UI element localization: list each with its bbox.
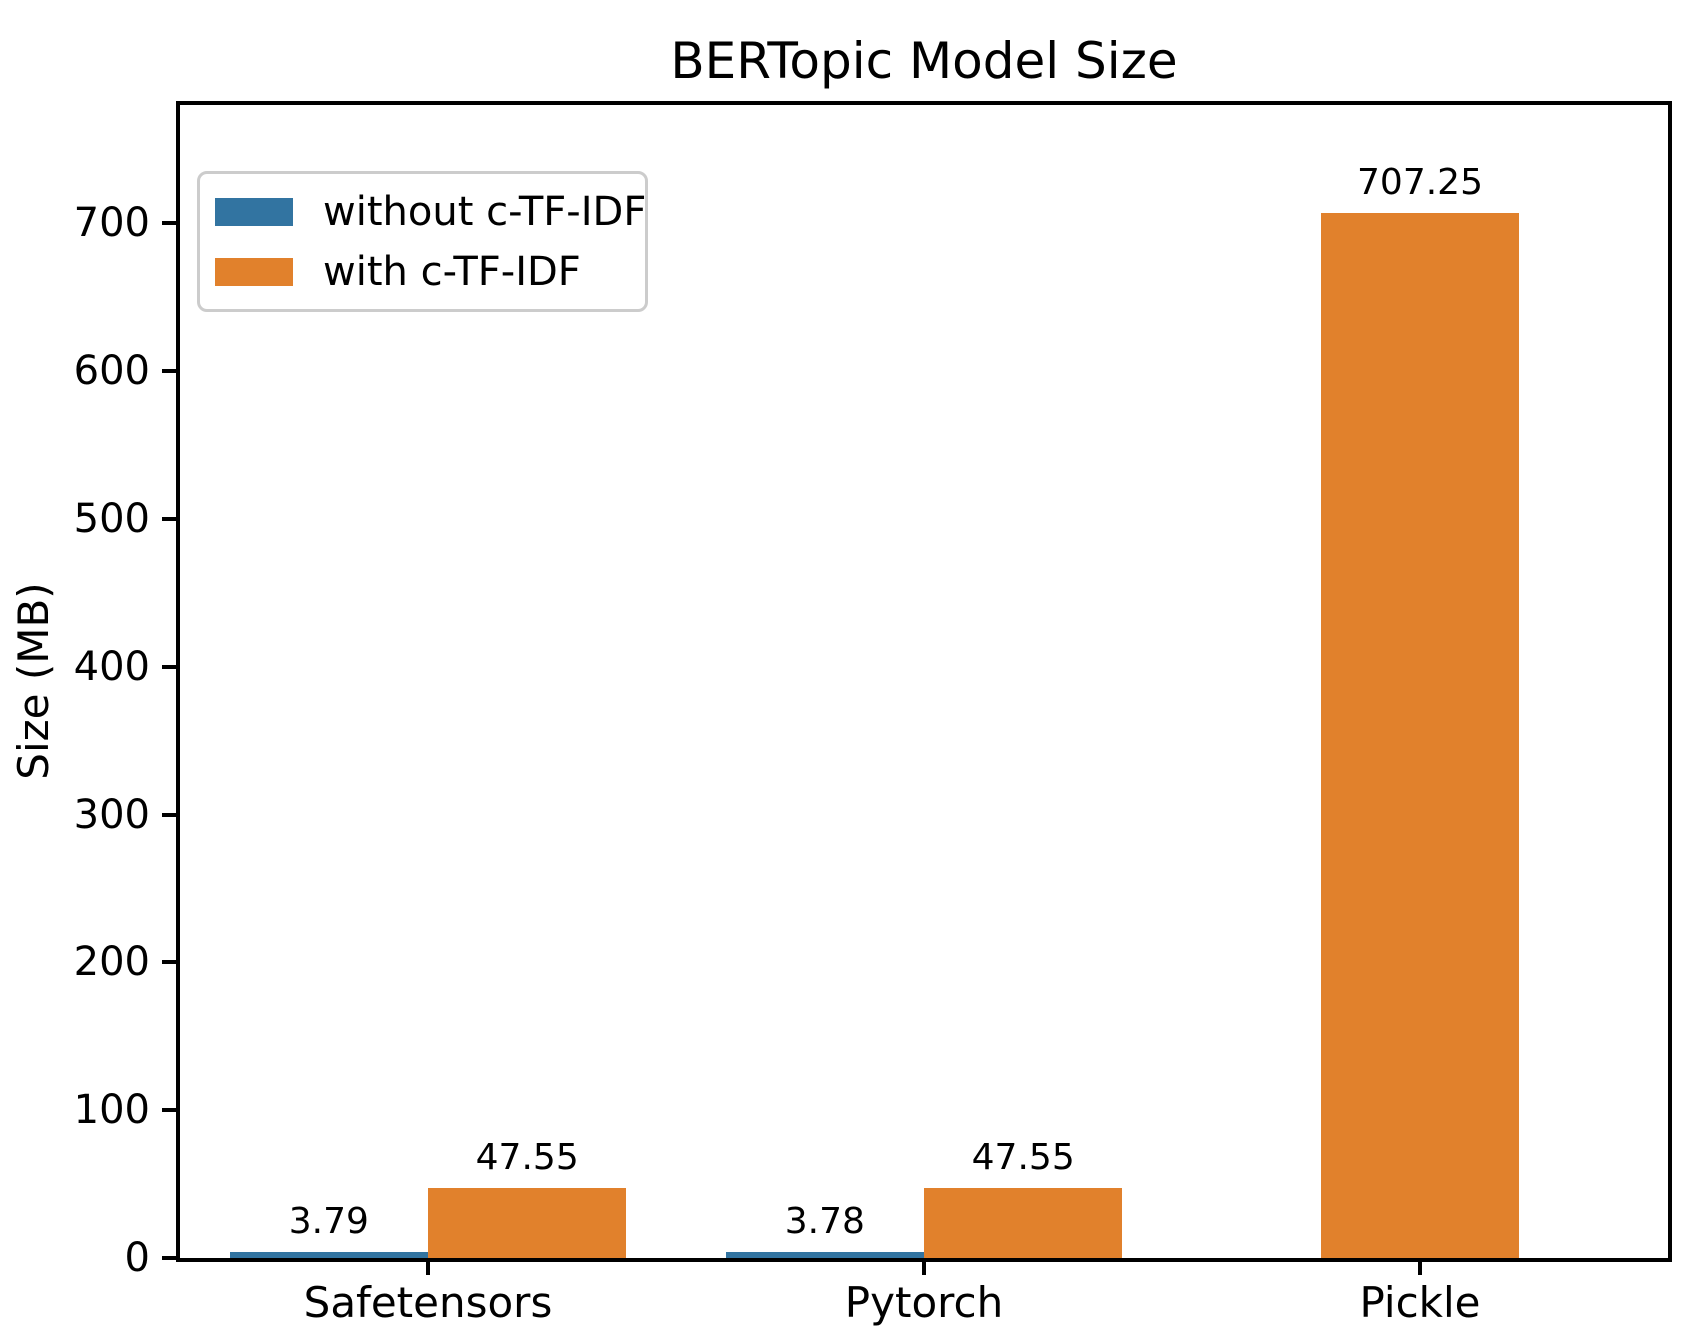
legend-item-with-ctfidf: with c-TF-IDF xyxy=(215,247,645,297)
y-tick-mark xyxy=(162,664,176,669)
y-tick-label: 200 xyxy=(73,939,150,986)
bar-value-label: 47.55 xyxy=(971,1136,1075,1178)
bar-value-label: 3.78 xyxy=(784,1201,865,1243)
bar-safetensors-without-ctfidf xyxy=(229,1252,428,1258)
bar-pickle-with-ctfidf xyxy=(1320,212,1520,1258)
x-tick-mark xyxy=(922,1262,926,1275)
legend-swatch-orange-icon xyxy=(215,257,293,286)
bar-pytorch-without-ctfidf xyxy=(725,1252,924,1258)
x-tick-label-safetensors: Safetensors xyxy=(303,1278,553,1327)
y-tick-label: 0 xyxy=(124,1235,150,1281)
x-tick-mark xyxy=(1418,1262,1422,1275)
bar-value-label: 707.25 xyxy=(1357,161,1483,203)
y-tick-mark xyxy=(162,1256,176,1260)
y-tick-label: 300 xyxy=(73,791,150,838)
bar-pytorch-with-ctfidf xyxy=(924,1187,1123,1258)
plot-area: 3.79 3.78 47.55 47.55 707.25 xyxy=(176,101,1672,1262)
y-tick-mark xyxy=(162,221,176,226)
legend-swatch-blue-icon xyxy=(215,197,293,226)
bar-value-label: 47.55 xyxy=(475,1136,579,1178)
legend-label: without c-TF-IDF xyxy=(323,188,647,235)
bar-value-label: 3.79 xyxy=(288,1201,369,1243)
y-tick-label: 500 xyxy=(73,495,150,542)
x-tick-label-pytorch: Pytorch xyxy=(844,1278,1004,1327)
legend-label: with c-TF-IDF xyxy=(323,248,581,295)
y-tick-label: 600 xyxy=(73,348,150,395)
y-tick-mark xyxy=(162,960,176,965)
y-tick-label: 400 xyxy=(73,643,150,690)
y-tick-mark xyxy=(162,516,176,521)
legend: without c-TF-IDF with c-TF-IDF xyxy=(197,171,648,312)
x-tick-label-pickle: Pickle xyxy=(1359,1278,1481,1327)
y-tick-mark xyxy=(162,812,176,817)
chart-title: BERTopic Model Size xyxy=(670,32,1178,90)
bar-safetensors-with-ctfidf xyxy=(428,1187,627,1258)
y-tick-label: 100 xyxy=(73,1087,150,1134)
y-tick-mark xyxy=(162,369,176,374)
y-tick-mark xyxy=(162,1108,176,1113)
legend-item-without-ctfidf: without c-TF-IDF xyxy=(215,187,647,237)
y-tick-label: 700 xyxy=(73,200,150,247)
x-tick-mark xyxy=(426,1262,430,1275)
